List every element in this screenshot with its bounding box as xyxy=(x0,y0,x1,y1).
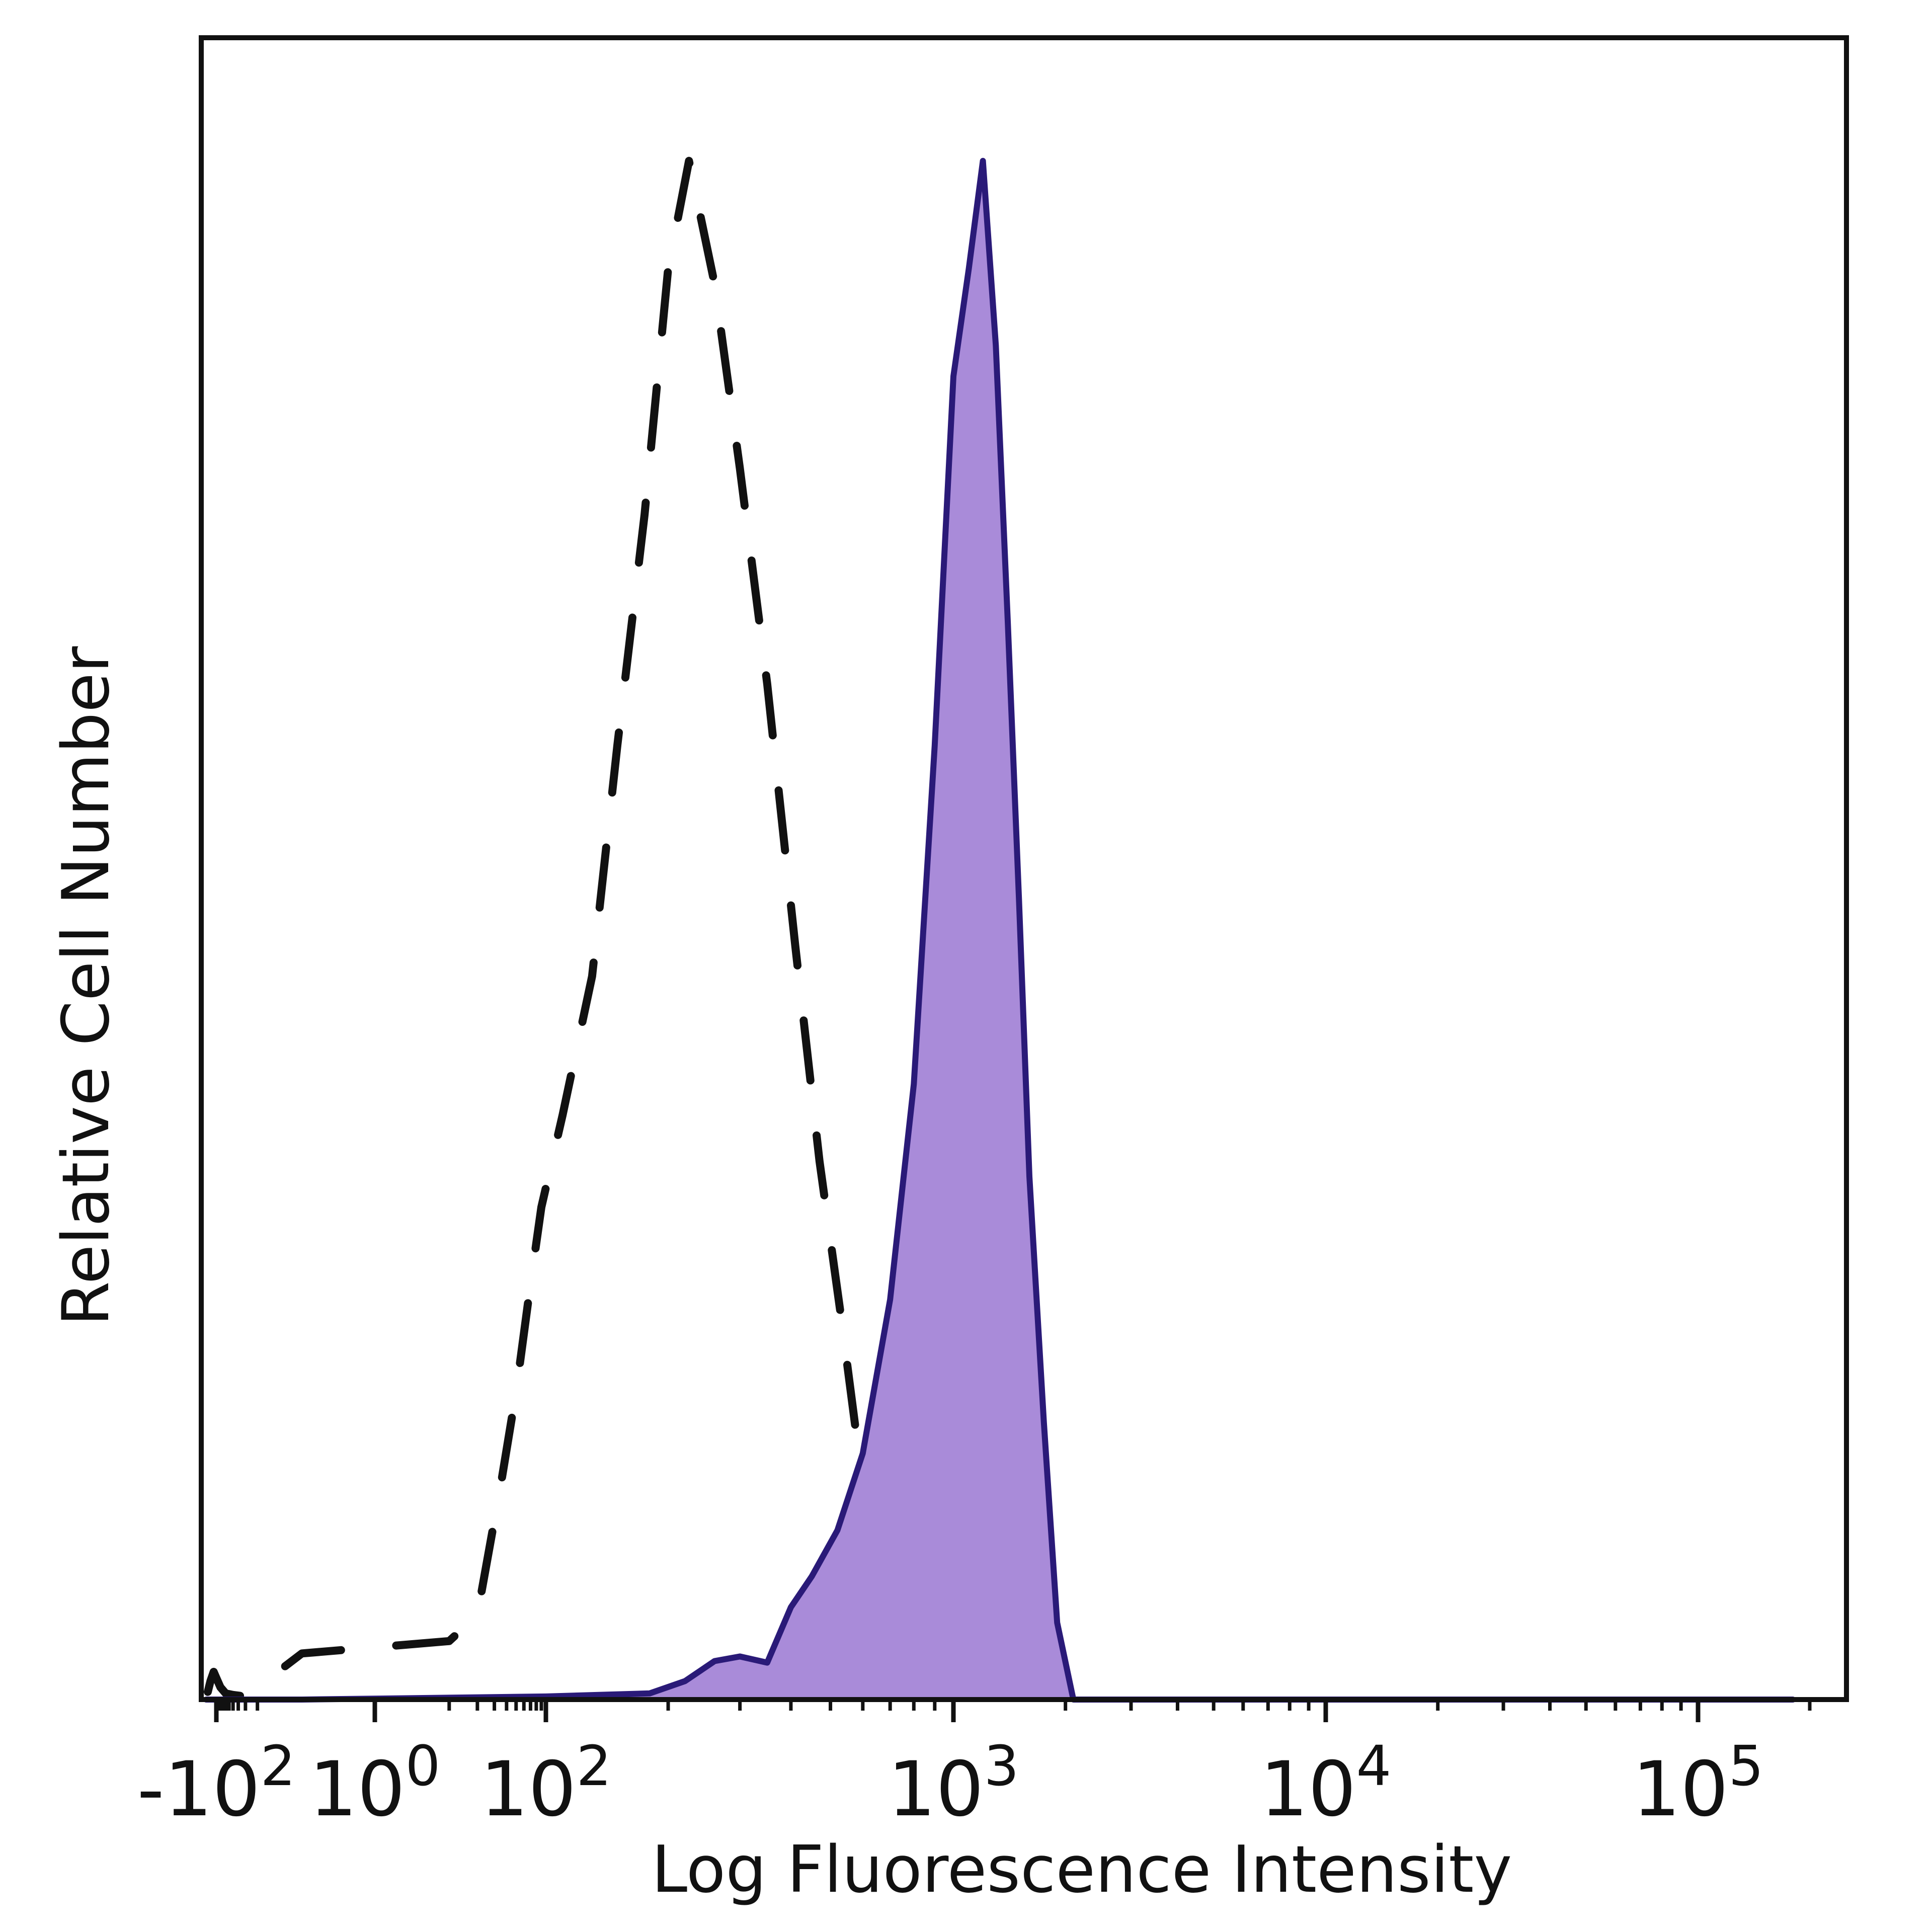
x-axis: -102 100 102 103 104 105 xyxy=(137,1700,1812,1833)
x-tick-label: 102 xyxy=(480,1734,612,1833)
series-0-line xyxy=(204,156,895,1701)
x-tick-label: 100 xyxy=(309,1734,441,1833)
plot-frame xyxy=(199,35,1849,1702)
plot-area xyxy=(203,156,1796,1703)
x-tick-label: -102 xyxy=(137,1734,296,1833)
x-tick-label: 104 xyxy=(1260,1734,1392,1833)
y-axis-label: Relative Cell Number xyxy=(49,646,124,1326)
series-1-line xyxy=(203,157,1796,1703)
series-1-area xyxy=(206,160,1793,1700)
x-tick-label: 103 xyxy=(888,1734,1019,1833)
x-tick-label: 105 xyxy=(1633,1734,1764,1833)
x-axis-label: Log Fluorescence Intensity xyxy=(652,1832,1512,1907)
